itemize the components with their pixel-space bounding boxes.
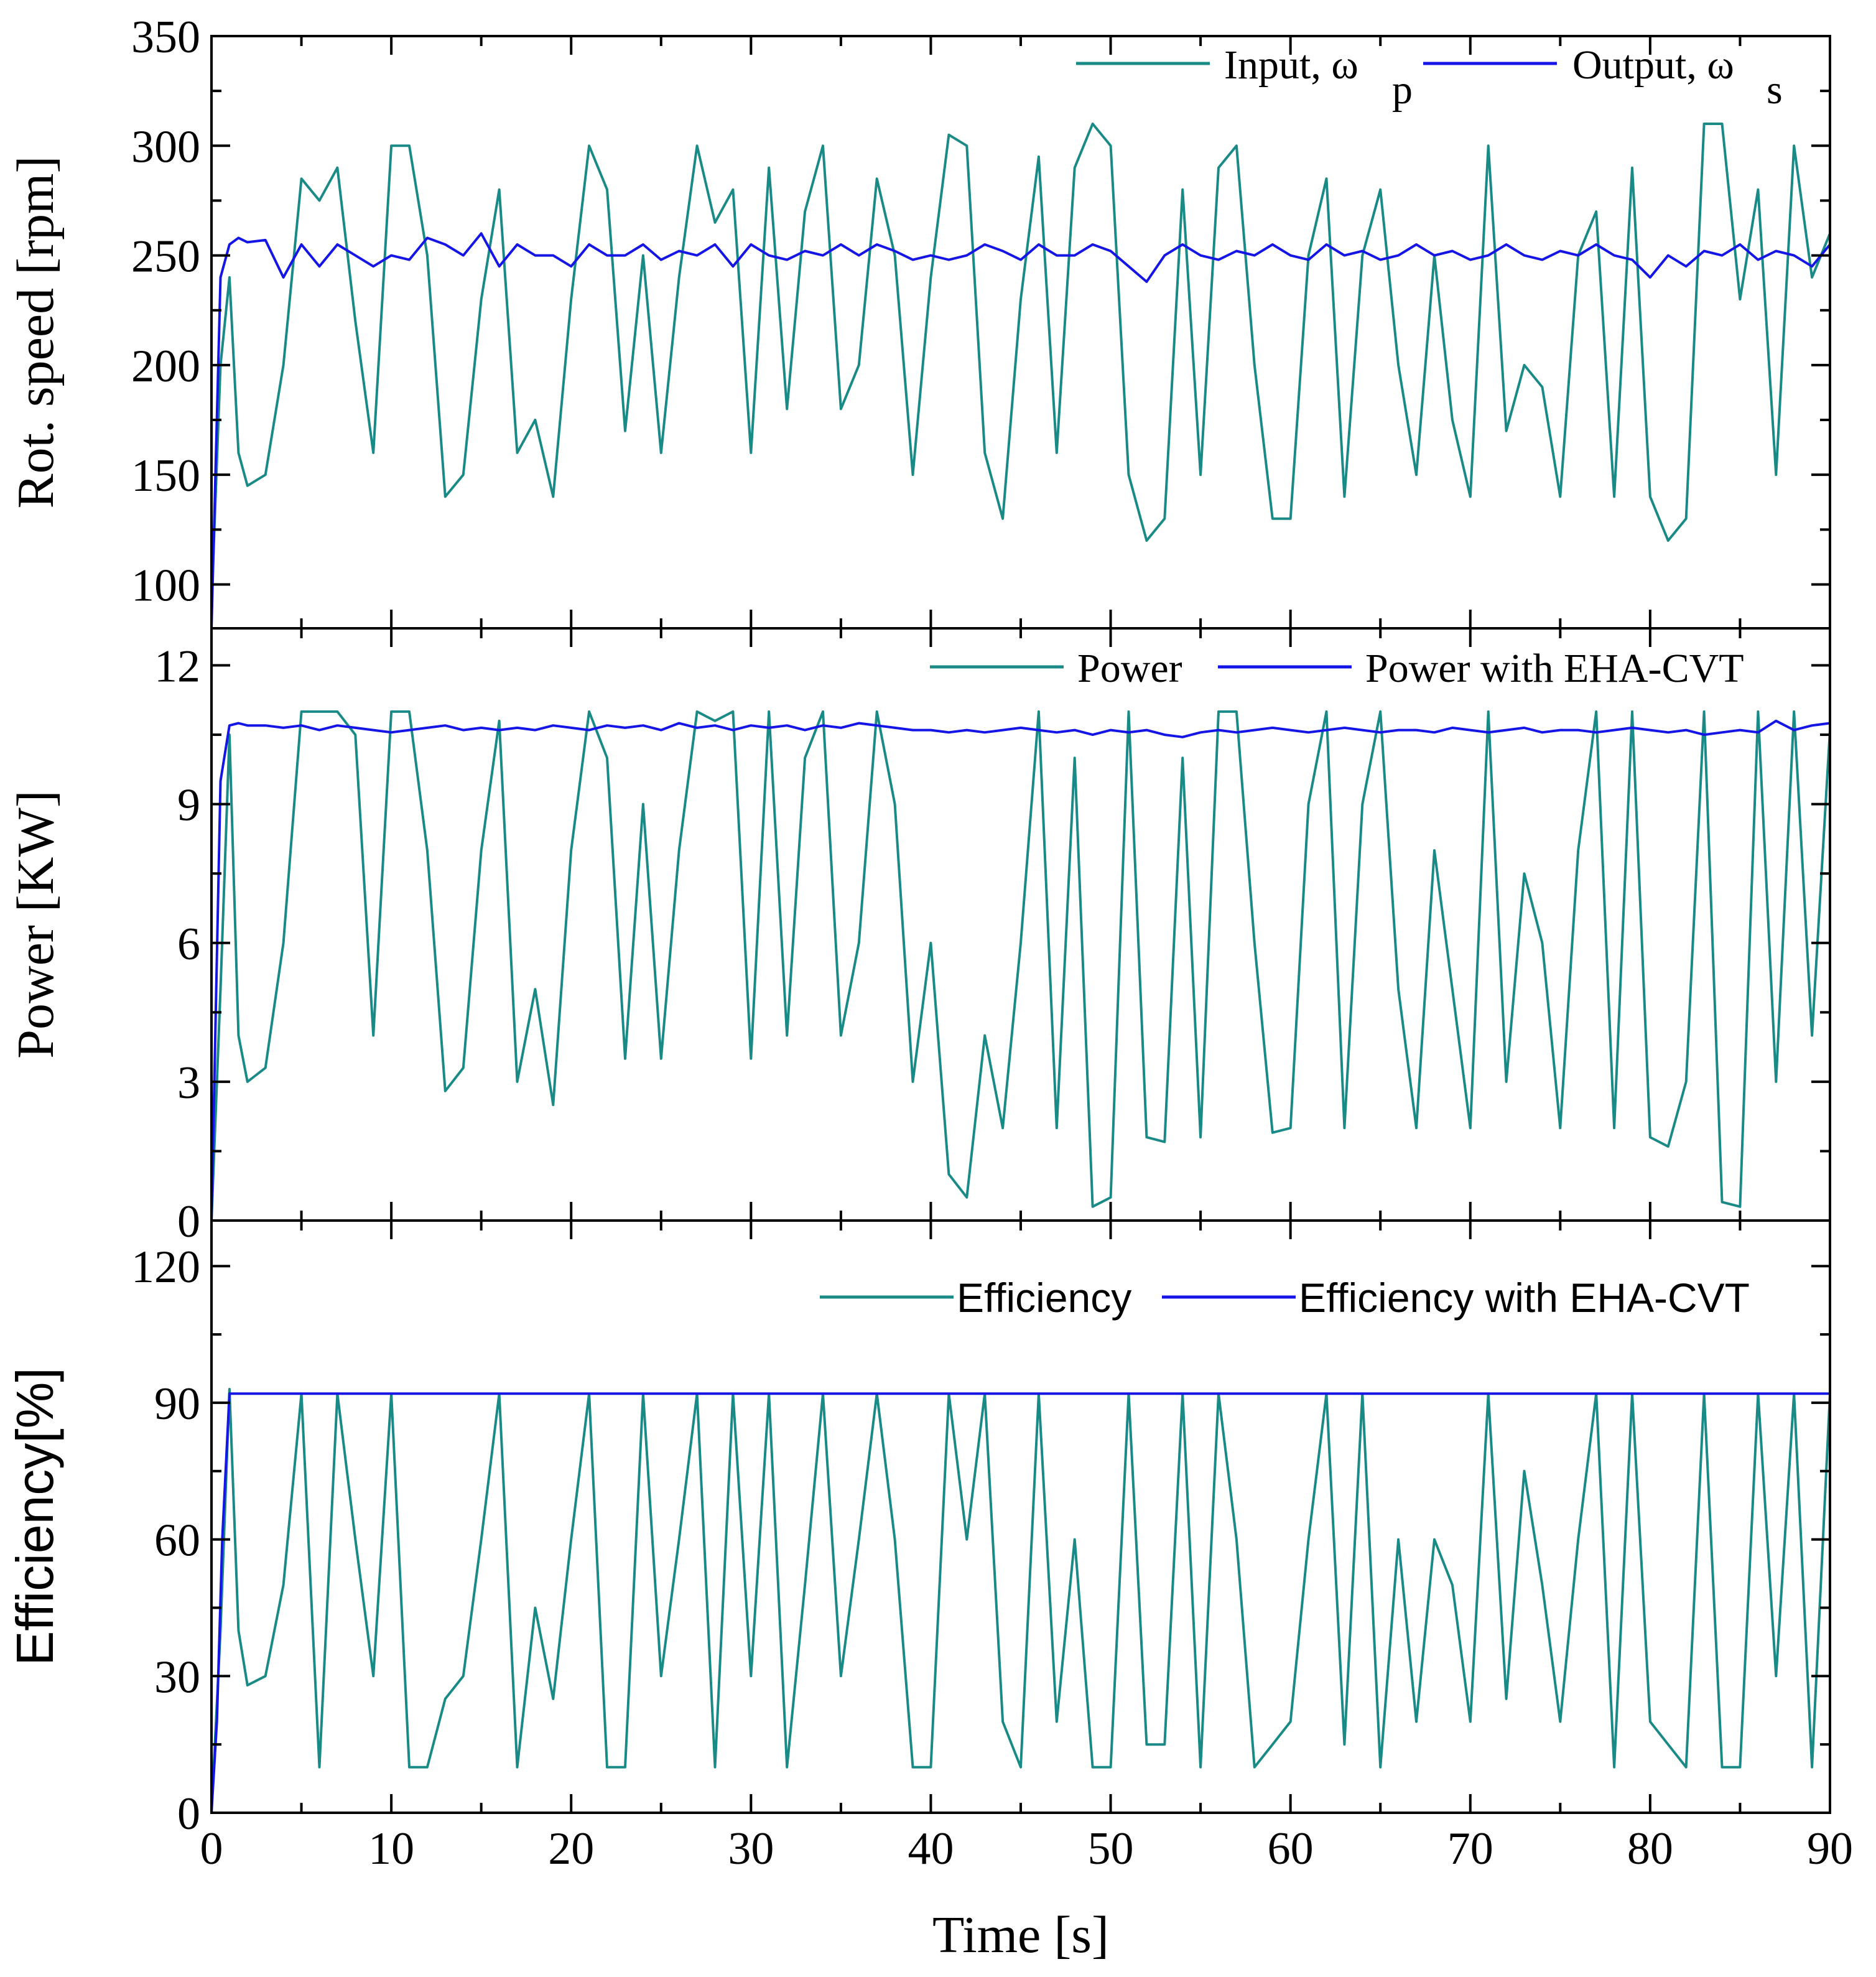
- y-tick-label: 120: [131, 1242, 200, 1293]
- legend-label-power-eha: Power with EHA-CVT: [1365, 646, 1744, 691]
- y-tick-label: 60: [154, 1515, 200, 1566]
- x-tick-label: 90: [1807, 1823, 1853, 1874]
- xlabel-time: Time [s]: [932, 1906, 1109, 1964]
- ylabel-rotational-speed: Rot. speed [rpm]: [7, 156, 65, 509]
- series-line-efficiency: [211, 1388, 1830, 1813]
- x-tick-label: 30: [728, 1823, 774, 1874]
- y-tick-label: 12: [154, 641, 200, 692]
- legend-label-input: Input, ω: [1224, 42, 1358, 88]
- y-tick-label: 350: [131, 12, 200, 63]
- y-tick-label: 150: [131, 450, 200, 501]
- ylabel-efficiency: Efficiency[%]: [6, 1367, 64, 1665]
- legend-label-output: Output, ω: [1572, 42, 1734, 88]
- x-tick-label: 60: [1268, 1823, 1314, 1874]
- legend-subscript-output: s: [1767, 67, 1783, 113]
- x-tick-label: 40: [908, 1823, 954, 1874]
- y-tick-label: 3: [177, 1058, 200, 1109]
- legend-top: Input, ω p Output, ω s: [1076, 42, 1783, 113]
- ylabel-power: Power [KW]: [7, 790, 65, 1059]
- y-tick-label: 100: [131, 560, 200, 611]
- x-tick-label: 20: [548, 1823, 594, 1874]
- y-tick-label: 90: [154, 1379, 200, 1430]
- legend-label-power: Power: [1077, 646, 1182, 691]
- y-tick-label: 9: [177, 780, 200, 831]
- legend-label-efficiency-eha: Efficiency with EHA-CVT: [1299, 1275, 1750, 1321]
- y-tick-label: 6: [177, 919, 200, 970]
- x-tick-label: 50: [1088, 1823, 1134, 1874]
- y-tick-label: 250: [131, 231, 200, 282]
- x-tick-label: 70: [1447, 1823, 1493, 1874]
- series-line-power: [211, 710, 1830, 1221]
- legend-middle: Power Power with EHA-CVT: [930, 646, 1744, 691]
- legend-subscript-input: p: [1392, 67, 1413, 113]
- y-tick-label: 300: [131, 121, 200, 172]
- y-tick-label: 0: [177, 1789, 200, 1840]
- panel-power: 0 3 6 9 12 Power [KW] Power Power with EHA-C…: [7, 627, 1831, 1247]
- legend-label-efficiency: Efficiency: [957, 1275, 1131, 1321]
- x-tick-label: 10: [368, 1823, 414, 1874]
- x-tick-label: 80: [1627, 1823, 1673, 1874]
- x-tick-label: 0: [200, 1823, 223, 1874]
- legend-bottom: Efficiency Efficiency with EHA-CVT: [820, 1275, 1750, 1321]
- y-tick-label: 0: [177, 1196, 200, 1247]
- series-line-input-p: [211, 123, 1830, 607]
- y-tick-label: 200: [131, 341, 200, 392]
- panel-efficiency: 0 30 60 90 120 0 10 20 30 40 50 60 70 80 90 Efficiency…: [6, 1219, 1853, 1964]
- y-tick-label: 30: [154, 1652, 200, 1703]
- series-line-power-with-eha-cvt: [211, 719, 1830, 1221]
- series-line-output-s: [211, 232, 1830, 628]
- panel-rotational-speed: 100 150 200 250 300 350 Rot. speed [rpm] Inpu…: [7, 12, 1831, 630]
